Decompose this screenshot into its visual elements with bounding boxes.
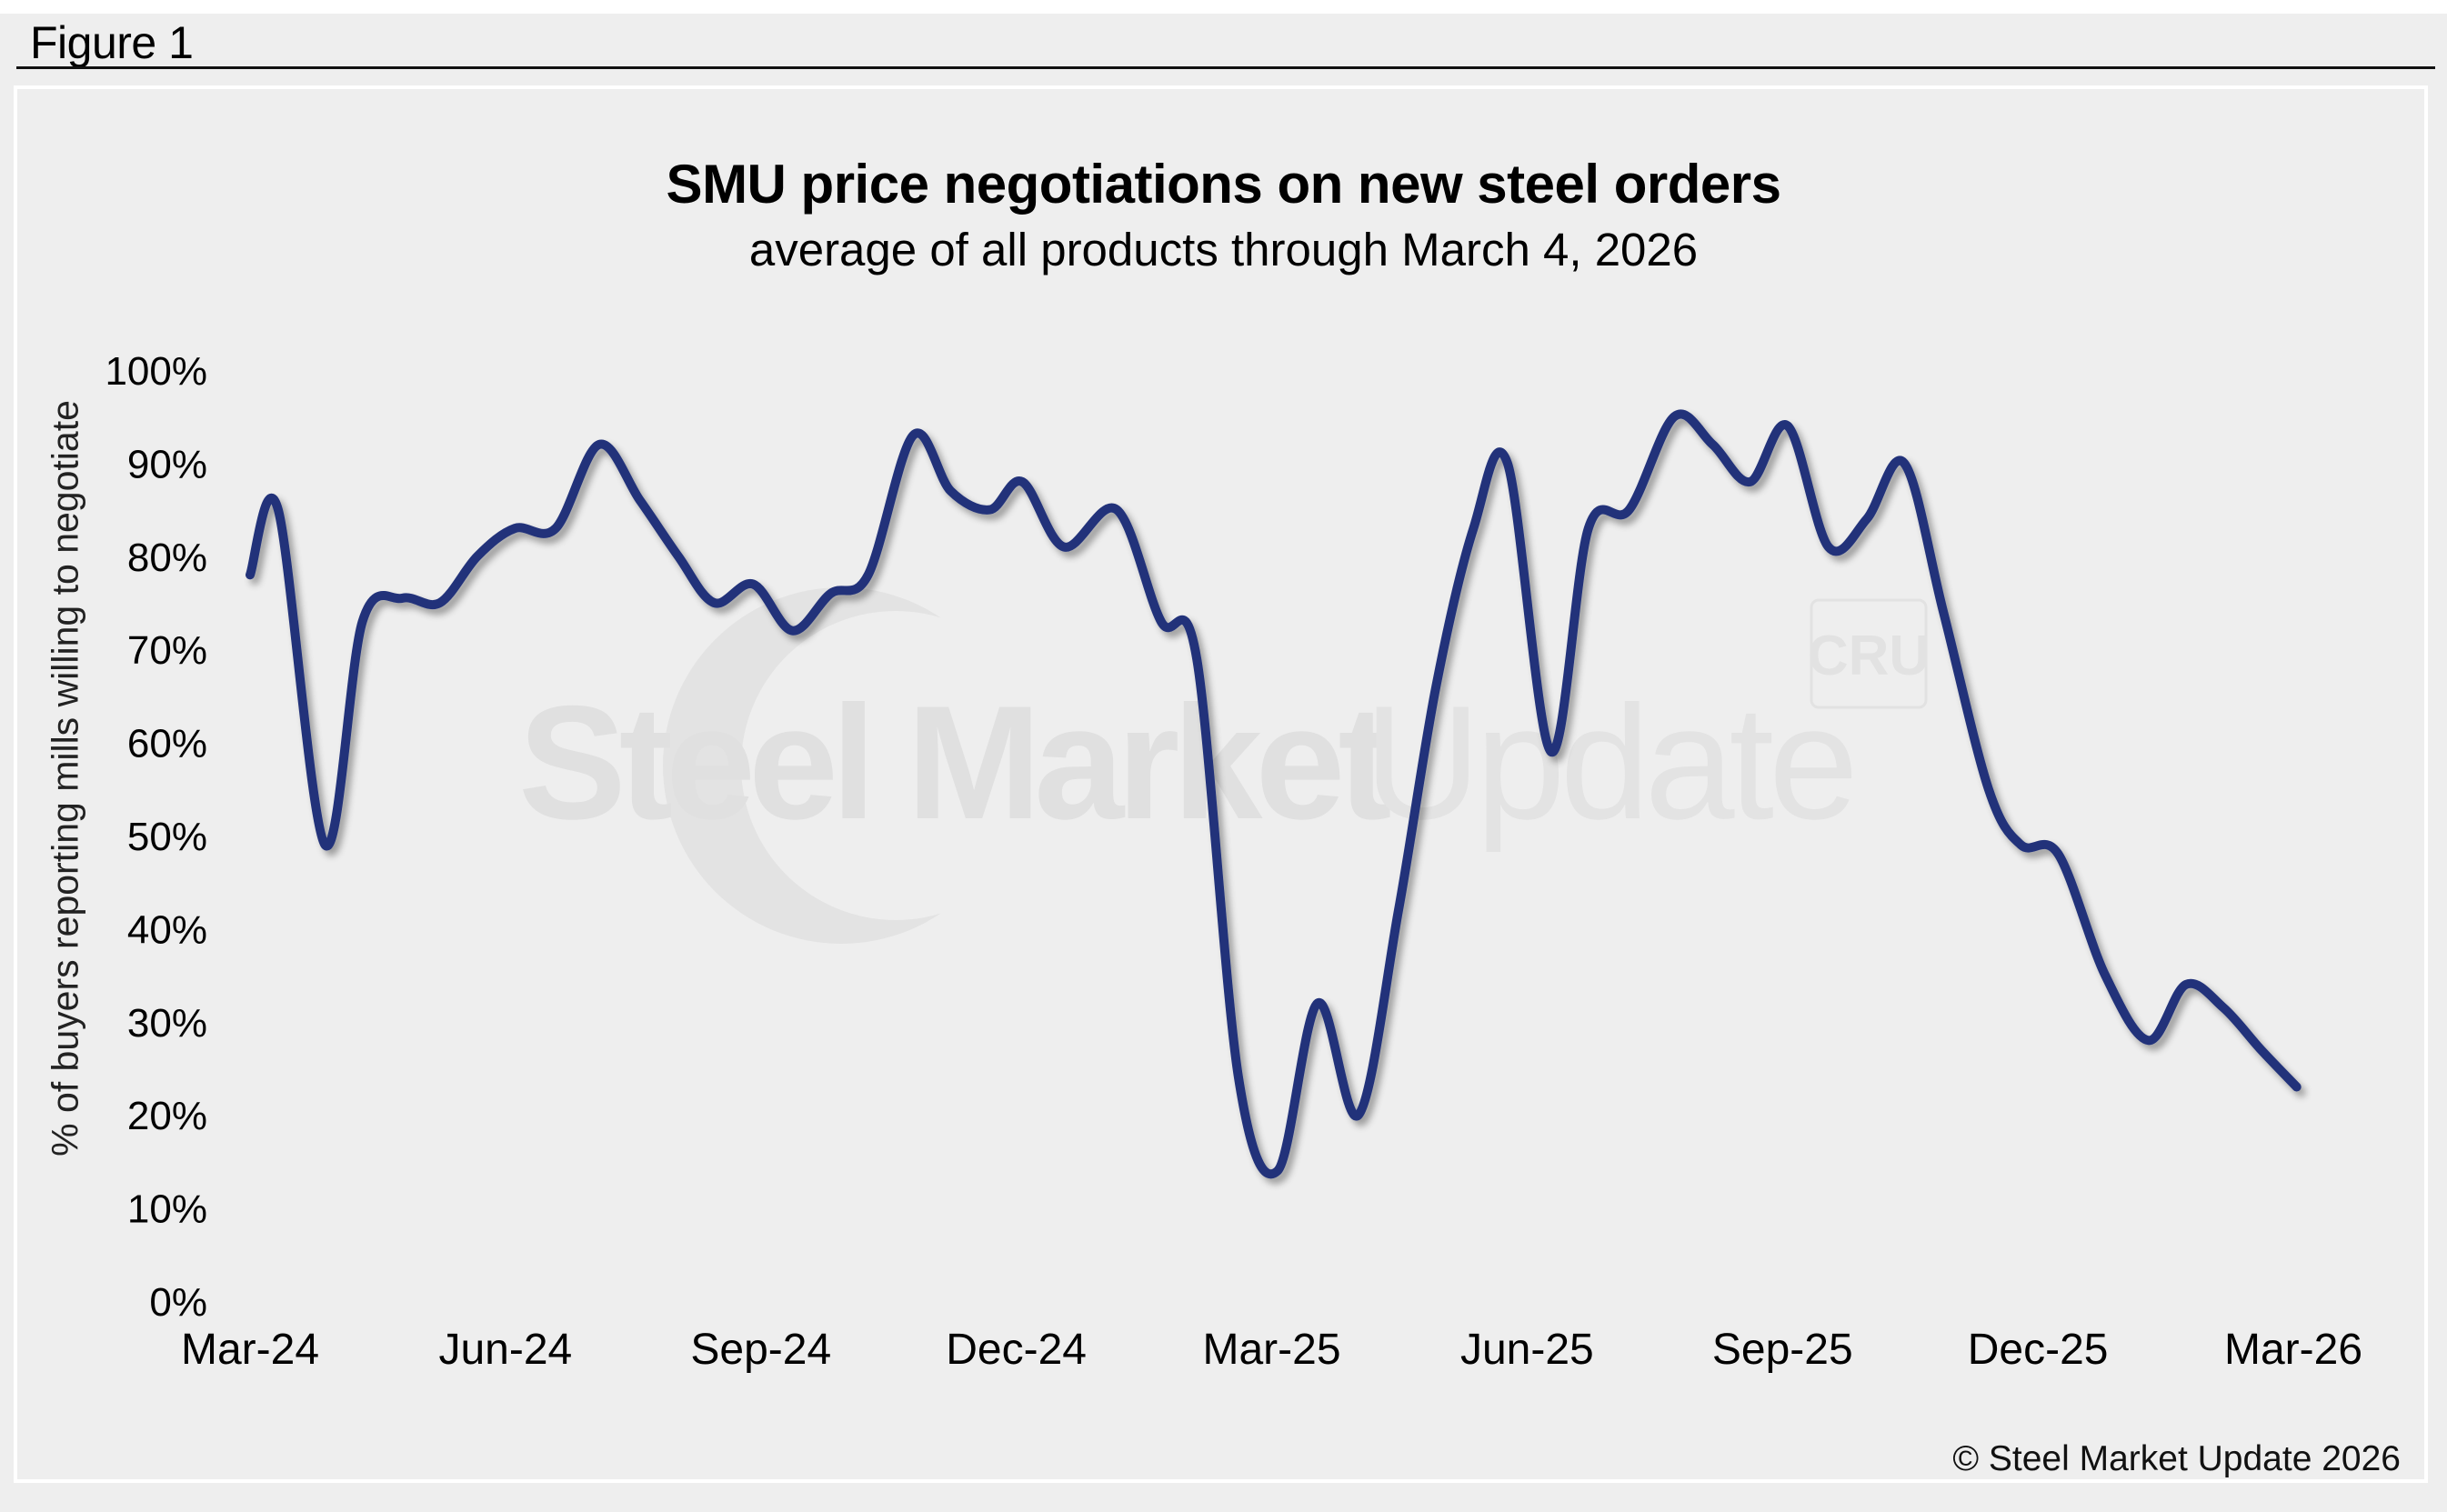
data-point (2101, 971, 2110, 980)
x-tick-label: Dec-24 (946, 1326, 1087, 1374)
data-point (398, 594, 407, 603)
data-point (2054, 849, 2063, 858)
data-point (1234, 1073, 1243, 1082)
data-point (1984, 785, 1993, 794)
data-point (709, 598, 718, 607)
x-tick-label: Mar-24 (181, 1326, 319, 1374)
y-tick-label: 80% (127, 536, 207, 580)
x-tick-label: Sep-25 (1712, 1326, 1853, 1374)
data-point (787, 626, 797, 636)
data-point (436, 598, 445, 607)
data-point (827, 589, 836, 598)
chart-title: SMU price negotiations on new steel orde… (666, 154, 1781, 215)
data-point (1584, 524, 1593, 533)
y-axis: 0% 10% 20% 30% 40% 50% 60% 70% 80% 90% 100% (105, 349, 207, 1325)
y-tick-label: 30% (127, 1001, 207, 1046)
data-point (2016, 840, 2025, 849)
data-point (748, 580, 757, 589)
data-point (2219, 1003, 2228, 1012)
data-point (1939, 607, 1948, 616)
chart-panel (14, 85, 2428, 1483)
x-tick-label: Sep-24 (690, 1326, 831, 1374)
y-tick-label: 40% (127, 907, 207, 952)
x-tick-label: Jun-24 (438, 1326, 572, 1374)
data-point (2181, 980, 2191, 989)
y-tick-label: 100% (105, 349, 207, 394)
data-point (2292, 1082, 2302, 1091)
data-point (1824, 543, 1833, 552)
x-tick-label: Jun-25 (1460, 1326, 1594, 1374)
series-line (246, 409, 2302, 1179)
data-point (1157, 616, 1166, 626)
data-point (1708, 440, 1717, 449)
data-point (908, 431, 918, 440)
y-tick-label: 0% (149, 1280, 207, 1325)
y-tick-label: 20% (127, 1094, 207, 1138)
data-point (636, 496, 645, 505)
data-point (1112, 506, 1121, 515)
data-point (1900, 458, 1909, 467)
data-point (274, 506, 283, 515)
y-tick-label: 90% (127, 442, 207, 486)
series-group (246, 409, 2302, 1179)
data-point (1354, 1110, 1363, 1119)
data-point (1059, 543, 1068, 552)
data-point (510, 524, 519, 533)
data-point (320, 840, 329, 849)
data-point (1783, 421, 1792, 430)
data-point (358, 616, 367, 626)
data-point (1625, 506, 1634, 515)
data-point (1746, 477, 1755, 486)
x-tick-label: Dec-25 (1968, 1326, 2109, 1374)
data-point (1503, 458, 1512, 467)
y-tick-label: 70% (127, 628, 207, 673)
figure-label: Figure 1 (30, 17, 194, 68)
data-point (864, 570, 873, 579)
x-axis: Mar-24 Jun-24 Sep-24 Dec-24 Mar-25 Jun-25 Sep-… (181, 1326, 2362, 1374)
chart-subtitle: average of all products through March 4,… (748, 224, 1699, 275)
data-point (1313, 998, 1322, 1007)
y-tick-label: 50% (127, 815, 207, 859)
data-point (1273, 1167, 1282, 1176)
data-point (986, 506, 995, 515)
cru-badge-icon (1810, 598, 1928, 709)
copyright-text: © Steel Market Update 2026 (1952, 1439, 2401, 1478)
data-point (947, 486, 956, 496)
data-point (1192, 654, 1201, 663)
y-tick-label: 60% (127, 722, 207, 766)
watermark-logo: Steel Market Update CRU (518, 587, 1930, 944)
watermark-text-bold: Steel Market (518, 672, 1390, 853)
watermark-text-light: Update (1364, 672, 1853, 853)
data-point (246, 570, 255, 579)
data-point (551, 524, 560, 533)
x-tick-label: Mar-26 (2224, 1326, 2362, 1374)
data-point (473, 552, 482, 561)
data-point (1469, 524, 1478, 533)
data-point (674, 552, 683, 561)
y-tick-label: 10% (127, 1187, 207, 1232)
data-point (1670, 412, 1679, 421)
data-point (1862, 515, 1871, 524)
figure-divider (16, 66, 2435, 69)
data-point (2256, 1046, 2265, 1055)
data-point (1394, 906, 1403, 915)
cru-badge-text: CRU (1808, 625, 1930, 687)
data-point (2144, 1036, 2153, 1045)
data-point (1547, 747, 1556, 756)
data-point (1431, 682, 1440, 691)
data-point (1018, 477, 1027, 486)
data-point (595, 440, 604, 449)
x-tick-label: Mar-25 (1202, 1326, 1340, 1374)
